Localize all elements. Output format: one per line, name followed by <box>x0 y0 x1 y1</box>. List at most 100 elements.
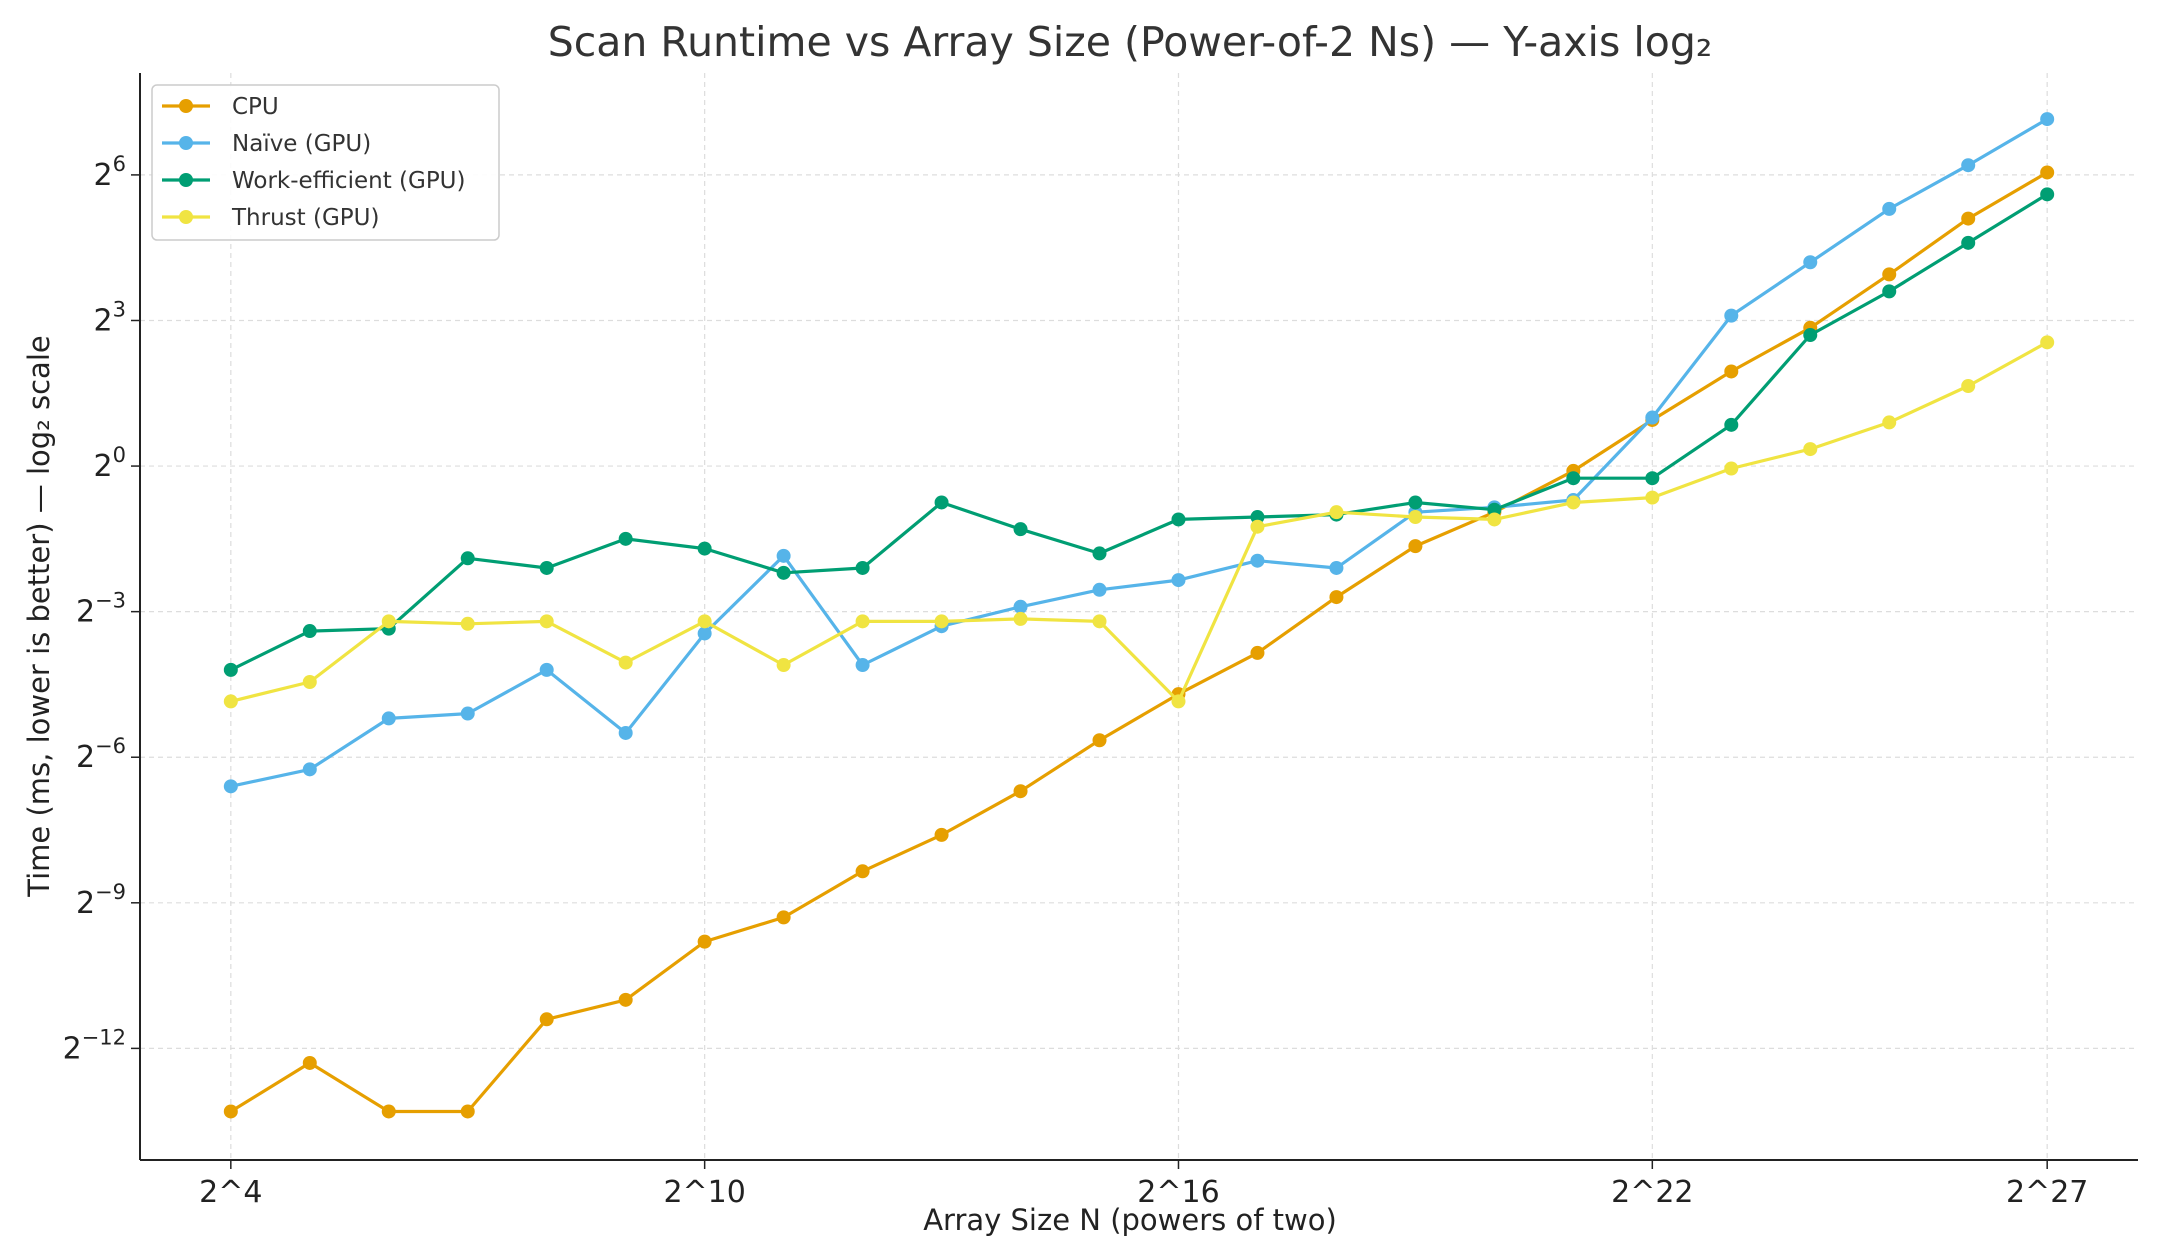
y-tick-exponent: −3 <box>95 589 126 613</box>
legend-item: Work-efficient (GPU) <box>162 168 466 194</box>
data-point <box>539 1012 554 1027</box>
legend: CPU Naïve (GPU) Work-efficient (GPU) Thrust… <box>151 84 500 241</box>
series-3 <box>223 335 2055 709</box>
data-point <box>302 1055 317 1070</box>
data-point <box>1882 284 1897 299</box>
y-tick-exponent: 6 <box>113 152 126 176</box>
y-tick-exponent: −9 <box>95 880 126 904</box>
data-point <box>1329 560 1344 575</box>
legend-swatch-marker <box>179 99 193 113</box>
data-point <box>302 762 317 777</box>
data-point <box>1171 573 1186 588</box>
data-point <box>1882 267 1897 282</box>
data-point <box>1645 410 1660 425</box>
data-point <box>855 864 870 879</box>
data-point <box>2040 165 2055 180</box>
series-line <box>230 192 2049 672</box>
data-point <box>934 495 949 510</box>
data-point <box>223 662 238 677</box>
data-point <box>776 910 791 925</box>
data-point <box>1724 461 1739 476</box>
x-tick-label: 2^22 <box>1611 1175 1693 1210</box>
data-point <box>618 725 633 740</box>
legend-swatch-marker <box>179 210 193 224</box>
data-point <box>1487 512 1502 527</box>
data-point <box>1250 553 1265 568</box>
data-point <box>1645 471 1660 486</box>
chart-title: Scan Runtime vs Array Size (Power-of-2 N… <box>548 18 1713 66</box>
data-point <box>1961 235 1976 250</box>
data-point <box>2040 187 2055 202</box>
y-tick-label: 2−3 <box>76 589 126 630</box>
data-point <box>1092 546 1107 561</box>
data-point <box>697 614 712 629</box>
data-point <box>2040 335 2055 350</box>
data-point <box>1171 512 1186 527</box>
y-tick-base: 2 <box>76 886 95 921</box>
legend-item: Thrust (GPU) <box>162 205 379 231</box>
data-point <box>1961 158 1976 173</box>
data-point <box>618 531 633 546</box>
x-tick-label: 2^27 <box>2006 1175 2088 1210</box>
legend-item: CPU <box>162 94 279 120</box>
data-point <box>539 614 554 629</box>
y-tick-base: 2 <box>76 595 95 630</box>
y-tick-exponent: −12 <box>82 1025 126 1049</box>
y-tick-exponent: 3 <box>113 297 126 321</box>
data-point <box>1250 510 1265 525</box>
data-point <box>776 658 791 673</box>
data-point <box>1408 510 1423 525</box>
data-point <box>381 614 396 629</box>
legend-label: CPU <box>232 94 279 120</box>
data-point <box>1803 328 1818 343</box>
series-0 <box>223 165 2055 1119</box>
data-point <box>934 614 949 629</box>
y-tick-base: 2 <box>94 158 113 193</box>
data-point <box>618 992 633 1007</box>
legend-swatch-marker <box>179 136 193 150</box>
legend-label: Naïve (GPU) <box>232 131 371 157</box>
data-point <box>1013 599 1028 614</box>
data-point <box>1171 694 1186 709</box>
legend-label: Work-efficient (GPU) <box>232 168 466 194</box>
data-point <box>539 662 554 677</box>
data-point <box>776 565 791 580</box>
data-point <box>1408 495 1423 510</box>
data-point <box>1329 590 1344 605</box>
y-tick-label: 2−6 <box>76 734 126 775</box>
y-tick-base: 2 <box>76 740 95 775</box>
data-series <box>223 112 2055 1119</box>
data-point <box>1882 415 1897 430</box>
data-point <box>1645 490 1660 505</box>
data-point <box>855 560 870 575</box>
data-point <box>1724 417 1739 432</box>
data-point <box>460 706 475 721</box>
data-point <box>1882 201 1897 216</box>
data-point <box>1250 519 1265 534</box>
data-point <box>223 694 238 709</box>
data-point <box>223 779 238 794</box>
y-tick-label: 2−9 <box>76 880 126 921</box>
data-point <box>1092 582 1107 597</box>
legend-item: Naïve (GPU) <box>162 131 371 157</box>
y-tick-base: 2 <box>63 1031 82 1066</box>
data-point <box>1566 495 1581 510</box>
data-point <box>1961 211 1976 226</box>
x-axis-label: Array Size N (powers of two) <box>923 1203 1337 1237</box>
legend-label: Thrust (GPU) <box>231 205 379 231</box>
data-point <box>1092 733 1107 748</box>
data-point <box>2040 112 2055 127</box>
data-point <box>381 711 396 726</box>
data-point <box>697 934 712 949</box>
data-point <box>1013 611 1028 626</box>
data-point <box>697 626 712 641</box>
data-point <box>1961 378 1976 393</box>
data-point <box>1329 505 1344 520</box>
x-tick-label: 2^10 <box>663 1175 745 1210</box>
data-point <box>1092 614 1107 629</box>
series-line <box>230 340 2048 704</box>
data-point <box>1408 539 1423 554</box>
series-line <box>230 117 2049 788</box>
